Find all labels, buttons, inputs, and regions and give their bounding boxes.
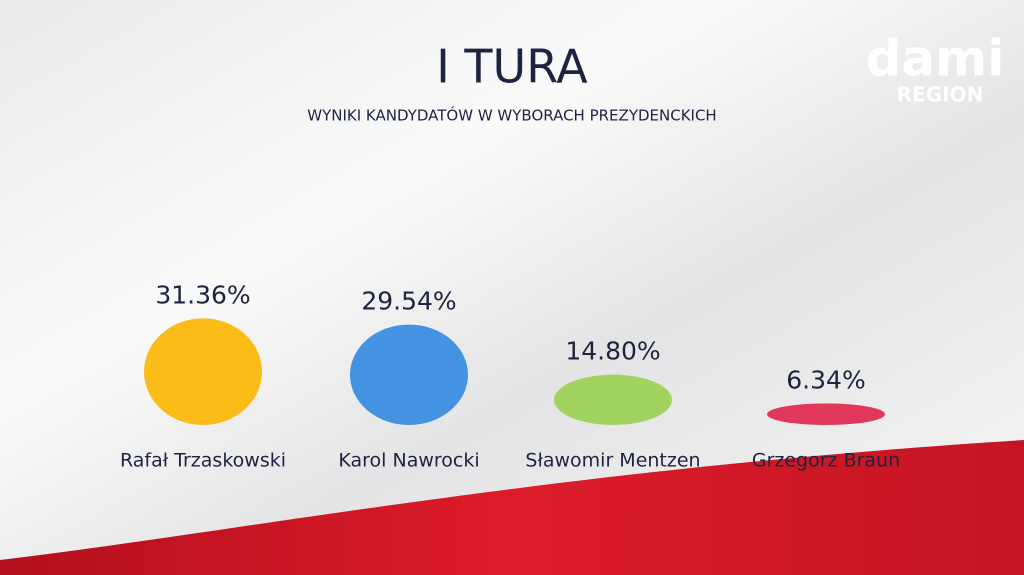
bar: [350, 324, 468, 425]
logo-name: dami: [866, 30, 1005, 88]
category-label: Sławomir Mentzen: [525, 450, 700, 472]
bar: [144, 318, 262, 425]
chart-subtitle: WYNIKI KANDYDATÓW W WYBORACH PREZYDENCKI…: [307, 106, 716, 125]
value-label: 31.36%: [155, 280, 250, 309]
chart-title: I TURA: [436, 40, 588, 94]
category-label: Grzegorz Braun: [752, 450, 900, 472]
value-label: 29.54%: [361, 287, 456, 316]
value-label: 6.34%: [786, 365, 865, 394]
category-label: Rafał Trzaskowski: [120, 450, 286, 472]
logo-subtitle: REGION: [897, 83, 984, 107]
bar: [767, 403, 885, 425]
bar: [554, 374, 672, 425]
category-label: Karol Nawrocki: [338, 450, 479, 472]
flag-red: [0, 440, 1024, 575]
value-label: 14.80%: [565, 337, 660, 366]
